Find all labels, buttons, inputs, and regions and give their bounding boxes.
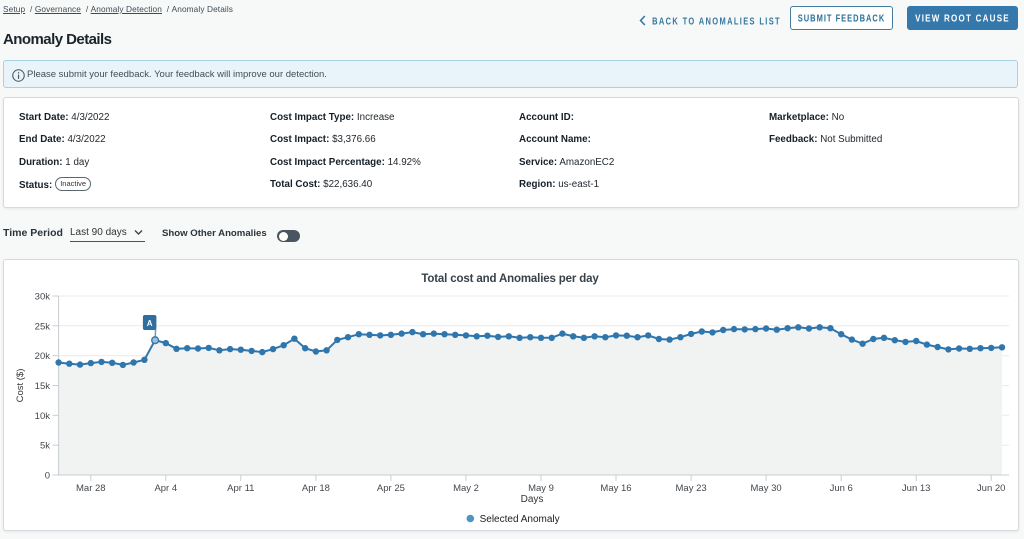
svg-text:Total cost and Anomalies per d: Total cost and Anomalies per day — [421, 273, 599, 285]
svg-text:May 2: May 2 — [453, 483, 479, 494]
svg-text:Apr 18: Apr 18 — [302, 483, 330, 494]
svg-text:May 30: May 30 — [751, 483, 782, 494]
svg-text:Days: Days — [521, 494, 544, 505]
svg-text:15k: 15k — [35, 381, 51, 392]
svg-text:Mar 28: Mar 28 — [76, 483, 106, 494]
svg-text:Jun 13: Jun 13 — [902, 483, 931, 494]
svg-text:Jun 20: Jun 20 — [977, 483, 1006, 494]
svg-text:0: 0 — [45, 471, 50, 482]
svg-text:Jun 6: Jun 6 — [830, 483, 853, 494]
svg-text:Apr 4: Apr 4 — [154, 483, 177, 494]
svg-text:A: A — [147, 319, 153, 328]
svg-text:Apr 11: Apr 11 — [227, 483, 254, 494]
svg-text:Apr 25: Apr 25 — [377, 483, 405, 494]
svg-text:25k: 25k — [35, 321, 51, 332]
svg-text:10k: 10k — [35, 411, 51, 422]
svg-text:May 23: May 23 — [676, 483, 707, 494]
svg-text:20k: 20k — [35, 351, 51, 362]
svg-text:Selected Anomaly: Selected Anomaly — [480, 514, 560, 525]
svg-text:May 16: May 16 — [600, 483, 631, 494]
svg-text:Cost ($): Cost ($) — [15, 369, 26, 403]
svg-text:5k: 5k — [40, 441, 50, 452]
svg-text:30k: 30k — [35, 292, 51, 303]
svg-text:May 9: May 9 — [528, 483, 554, 494]
